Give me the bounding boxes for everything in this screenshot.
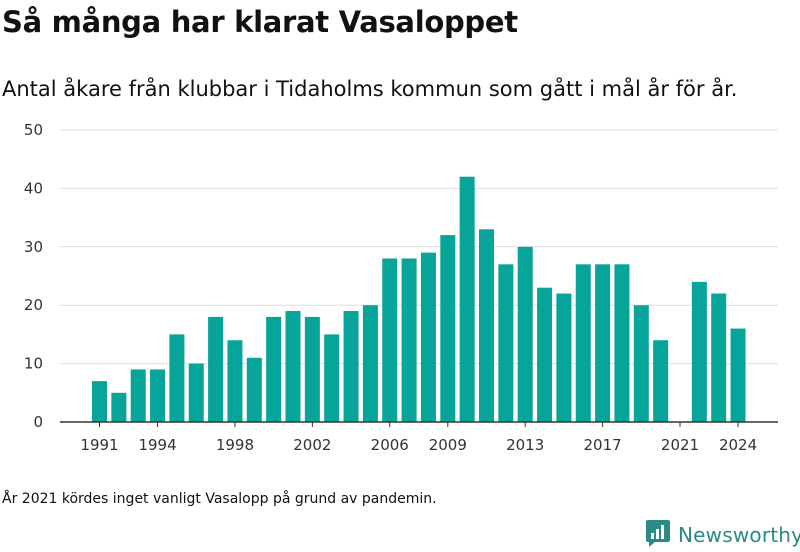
chart-subtitle: Antal åkare från klubbar i Tidaholms kom… (2, 77, 738, 101)
bar-1994 (150, 369, 166, 422)
bar-2001 (285, 311, 301, 422)
x-tick-label: 2002 (293, 436, 331, 454)
y-tick-label: 20 (24, 296, 43, 314)
y-tick-label: 40 (24, 179, 43, 197)
y-axis-ticks: 0 10 20 30 40 50 (24, 121, 43, 431)
bar-2022 (691, 281, 707, 422)
footnote: År 2021 kördes inget vanligt Vasalopp på… (2, 491, 437, 507)
bar-2009 (440, 235, 456, 422)
bar-2012 (498, 264, 514, 422)
bar-2007 (401, 258, 417, 422)
x-tick-label: 2013 (506, 436, 544, 454)
bar-2013 (517, 246, 533, 422)
bar-1993 (130, 369, 146, 422)
bar-1992 (111, 392, 127, 422)
bar-2014 (537, 287, 553, 422)
bar-2016 (575, 264, 591, 422)
y-tick-label: 0 (33, 413, 43, 431)
bar-2024 (730, 328, 746, 422)
bar-1991 (92, 381, 107, 422)
bar-2000 (266, 316, 282, 422)
bar-2011 (479, 229, 494, 422)
bar-2006 (382, 258, 398, 422)
bar-2019 (633, 305, 649, 422)
y-tick-label: 10 (24, 355, 43, 373)
bar-2004 (343, 311, 359, 422)
chart-title: Så många har klarat Vasaloppet (2, 5, 518, 39)
bar-1999 (246, 357, 262, 422)
bar-1995 (169, 334, 185, 422)
x-tick-label: 2009 (429, 436, 467, 454)
x-tick-label: 2017 (584, 436, 622, 454)
gridlines (60, 129, 778, 365)
bar-2003 (324, 334, 340, 422)
bar-2023 (711, 293, 727, 422)
bar-2018 (614, 264, 630, 422)
bar-1998 (227, 340, 243, 422)
bar-chart: 0 10 20 30 40 50 1991 1994 1998 2002 2006 2009 2013… (24, 121, 778, 454)
bar-1997 (208, 316, 224, 422)
brand-logo: Newsworthy (645, 518, 800, 552)
x-tick-label: 1991 (80, 436, 118, 454)
x-tick-label: 1998 (216, 436, 254, 454)
bar-2017 (595, 264, 611, 422)
bar-2010 (459, 176, 475, 422)
x-tick-label: 2021 (661, 436, 699, 454)
y-tick-label: 50 (24, 121, 43, 139)
x-tick-label: 1994 (138, 436, 176, 454)
bar-2005 (362, 305, 378, 422)
bar-2015 (556, 293, 572, 422)
bar-2002 (304, 316, 320, 422)
bars (92, 176, 746, 422)
y-tick-label: 30 (24, 238, 43, 256)
x-tick-label: 2024 (719, 436, 757, 454)
brand-name: Newsworthy (678, 523, 800, 547)
x-axis-ticks: 1991 1994 1998 2002 2006 2009 2013 2017 2021 2024 (80, 422, 757, 454)
newsworthy-logo-icon (645, 518, 671, 552)
x-tick-label: 2006 (371, 436, 409, 454)
bar-2008 (420, 252, 436, 422)
bar-2020 (653, 340, 669, 422)
bar-1996 (188, 363, 204, 422)
